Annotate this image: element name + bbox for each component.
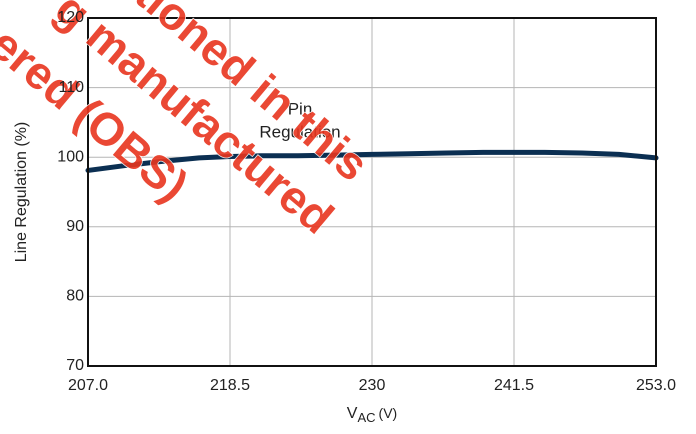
y-tick-label: 80	[66, 288, 84, 305]
annotation: Pin	[288, 99, 313, 118]
x-tick-label: 230	[359, 377, 386, 394]
y-axis-label: Line Regulation (%)	[13, 122, 30, 263]
annotation: Regulation	[259, 122, 340, 141]
y-tick-label: 100	[57, 148, 84, 165]
x-tick-label: 241.5	[494, 377, 534, 394]
x-label-unit: (V)	[379, 405, 398, 421]
y-tick-label: 90	[66, 218, 84, 235]
y-tick-label: 110	[58, 79, 84, 96]
x-tick-label: 207.0	[68, 377, 108, 394]
watermark: tioned in this g manufactured ered (OBS)	[0, 0, 379, 245]
plot-frame	[87, 17, 657, 367]
x-tick-label: 218.5	[210, 377, 250, 394]
x-tick-label: 253.0	[636, 377, 676, 394]
x-axis-label: VAC (V)	[347, 405, 397, 426]
x-label-symbol: V	[347, 405, 358, 422]
data-line	[85, 149, 659, 173]
y-tick-label: 70	[66, 357, 84, 374]
x-label-subscript: AC	[357, 410, 375, 425]
y-tick-label: 120	[57, 9, 84, 26]
lines	[85, 149, 659, 173]
